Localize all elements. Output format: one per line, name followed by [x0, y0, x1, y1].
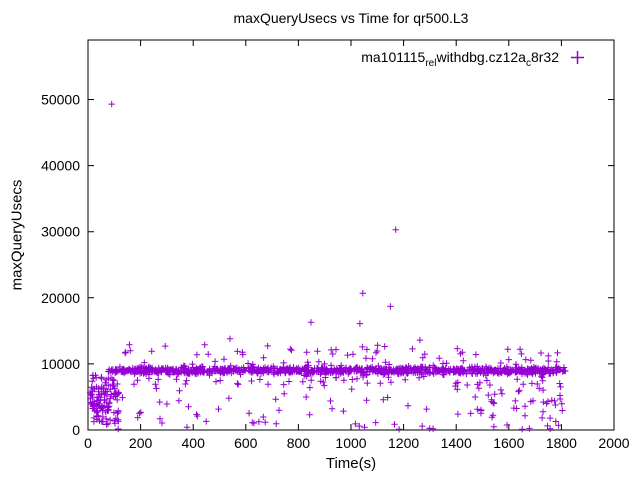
y-axis-label: maxQueryUsecs [8, 179, 26, 291]
y-tick-label: 10000 [41, 356, 80, 372]
x-tick-label: 1400 [441, 435, 472, 451]
x-tick-label: 0 [84, 435, 92, 451]
x-tick-label: 1000 [335, 435, 366, 451]
x-tick-label: 1800 [546, 435, 577, 451]
x-tick-label: 200 [129, 435, 153, 451]
legend-series-label: ma101115relwithdbg.cz12ac8r32 [361, 49, 559, 69]
y-tick-label: 0 [72, 422, 80, 438]
data-points-series-1 [86, 100, 569, 433]
legend-entry: ma101115relwithdbg.cz12ac8r32 [361, 49, 584, 69]
x-tick-label: 2000 [598, 435, 629, 451]
plus-marker-icon [571, 50, 584, 64]
x-tick-label: 600 [234, 435, 258, 451]
y-tick-label: 50000 [41, 91, 80, 107]
legend-text-segment: 8r32 [530, 49, 559, 65]
x-tick-label: 1200 [388, 435, 419, 451]
chart-title: maxQueryUsecs vs Time for qr500.L3 [233, 10, 469, 26]
legend-text-segment: ithdbg.cz12a [446, 49, 526, 65]
legend-text-segment: ma101115 [361, 49, 426, 65]
x-axis-label: Time(s) [325, 455, 377, 472]
y-tick-label: 20000 [41, 290, 80, 306]
y-tick-label: 30000 [41, 224, 80, 240]
y-tick-label: 40000 [41, 158, 80, 174]
legend-text-segment: w [436, 49, 447, 65]
legend-text-segment: c [525, 58, 531, 69]
legend-text-segment: rel [425, 58, 437, 69]
axis-ticks [87, 40, 615, 431]
x-tick-label: 1600 [493, 435, 524, 451]
x-tick-label: 800 [287, 435, 311, 451]
x-tick-label: 400 [182, 435, 206, 451]
